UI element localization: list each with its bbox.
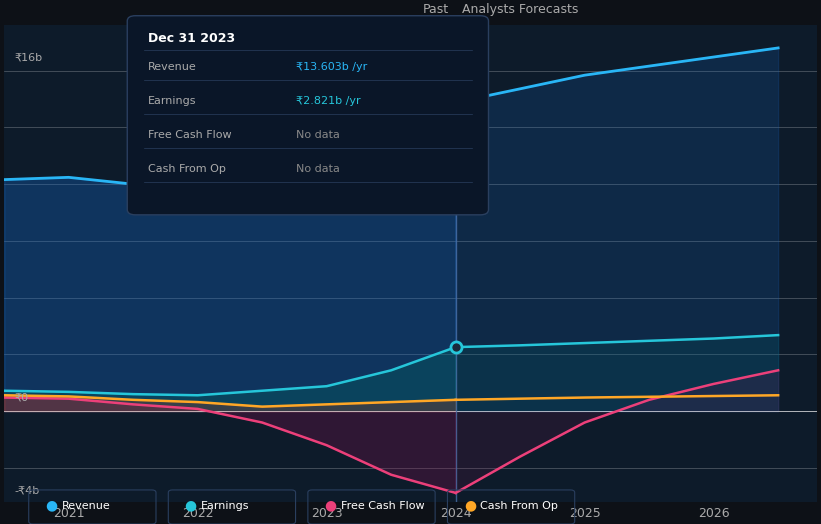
Text: Free Cash Flow: Free Cash Flow — [341, 500, 424, 511]
Text: No data: No data — [296, 164, 339, 174]
Text: Dec 31 2023: Dec 31 2023 — [148, 32, 235, 45]
Text: -₹4b: -₹4b — [15, 485, 39, 495]
Text: No data: No data — [296, 130, 339, 140]
Text: ₹16b: ₹16b — [15, 52, 43, 62]
Text: ₹13.603b /yr: ₹13.603b /yr — [296, 62, 367, 72]
Text: ●: ● — [185, 498, 197, 512]
Text: Analysts Forecasts: Analysts Forecasts — [462, 3, 579, 16]
Text: Past: Past — [423, 3, 449, 16]
Text: Cash From Op: Cash From Op — [480, 500, 558, 511]
Text: Earnings: Earnings — [148, 96, 196, 106]
Text: Earnings: Earnings — [201, 500, 250, 511]
Text: ●: ● — [45, 498, 57, 512]
Text: Revenue: Revenue — [148, 62, 196, 72]
Text: Free Cash Flow: Free Cash Flow — [148, 130, 232, 140]
Text: Revenue: Revenue — [62, 500, 110, 511]
Text: ₹0: ₹0 — [15, 392, 29, 402]
Text: ₹2.821b /yr: ₹2.821b /yr — [296, 96, 360, 106]
Text: Cash From Op: Cash From Op — [148, 164, 226, 174]
Text: ●: ● — [464, 498, 476, 512]
Text: ●: ● — [324, 498, 337, 512]
